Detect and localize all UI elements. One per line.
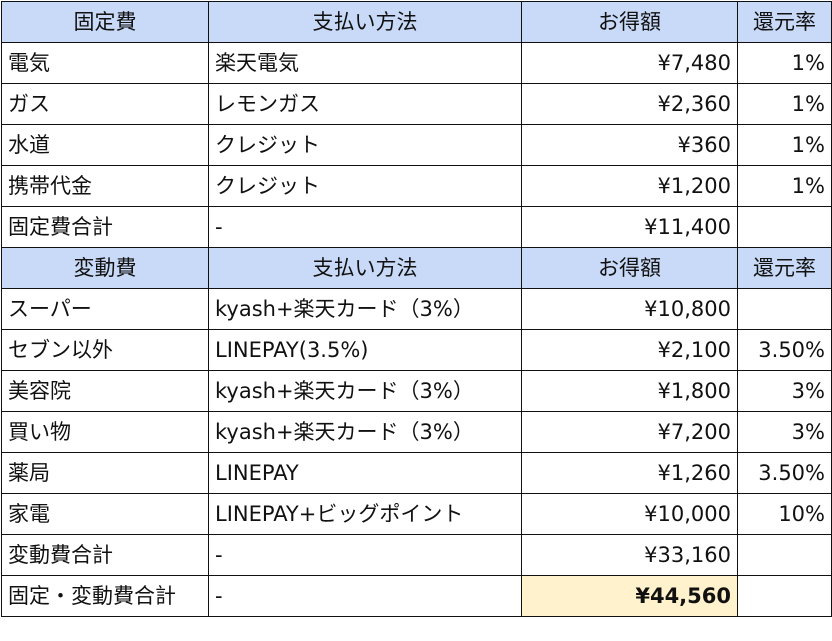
- table-row: 買い物 kyash+楽天カード（3%） ¥7,200 3%: [1, 411, 832, 453]
- cell-rate: [737, 534, 832, 576]
- cell-method: LINEPAY: [208, 452, 522, 494]
- cell-rate: [737, 575, 832, 617]
- cell-method: 楽天電気: [208, 42, 522, 84]
- header-savings: お得額: [521, 247, 738, 289]
- table-row: 美容院 kyash+楽天カード（3%） ¥1,800 3%: [1, 370, 832, 412]
- variable-header-row: 変動費 支払い方法 お得額 還元率: [1, 247, 832, 289]
- table-row: セブン以外 LINEPAY(3.5%) ¥2,100 3.50%: [1, 329, 832, 371]
- cell-savings: ¥1,200: [521, 165, 738, 207]
- cell-category: 電気: [1, 42, 209, 84]
- header-category: 変動費: [1, 247, 209, 289]
- table-row: 薬局 LINEPAY ¥1,260 3.50%: [1, 452, 832, 494]
- cell-savings: ¥1,260: [521, 452, 738, 494]
- cell-rate: [737, 288, 832, 330]
- cell-rate: 3.50%: [737, 452, 832, 494]
- table-row: スーパー kyash+楽天カード（3%） ¥10,800: [1, 288, 832, 330]
- savings-table: 固定費 支払い方法 お得額 還元率 電気 楽天電気 ¥7,480 1% ガス レ…: [1, 1, 832, 617]
- header-method: 支払い方法: [208, 1, 522, 43]
- cell-method: -: [208, 575, 522, 617]
- header-savings: お得額: [521, 1, 738, 43]
- cell-method: kyash+楽天カード（3%）: [208, 370, 522, 412]
- cell-savings: ¥360: [521, 124, 738, 166]
- table-row: 水道 クレジット ¥360 1%: [1, 124, 832, 166]
- cell-category: 固定・変動費合計: [1, 575, 209, 617]
- cell-method: クレジット: [208, 124, 522, 166]
- cell-rate: 3%: [737, 411, 832, 453]
- cell-category: 固定費合計: [1, 206, 209, 248]
- cell-method: kyash+楽天カード（3%）: [208, 288, 522, 330]
- header-rate: 還元率: [737, 247, 832, 289]
- cell-savings: ¥7,200: [521, 411, 738, 453]
- cell-category: ガス: [1, 83, 209, 125]
- cell-category: 水道: [1, 124, 209, 166]
- cell-method: -: [208, 534, 522, 576]
- cell-savings: ¥11,400: [521, 206, 738, 248]
- grand-total-savings: ¥44,560: [521, 575, 738, 617]
- grand-total-row: 固定・変動費合計 - ¥44,560: [1, 575, 832, 617]
- cell-savings: ¥33,160: [521, 534, 738, 576]
- cell-category: 変動費合計: [1, 534, 209, 576]
- table-row: ガス レモンガス ¥2,360 1%: [1, 83, 832, 125]
- cell-savings: ¥10,000: [521, 493, 738, 535]
- cell-category: 家電: [1, 493, 209, 535]
- table-row: 家電 LINEPAY+ビッグポイント ¥10,000 10%: [1, 493, 832, 535]
- fixed-total-row: 固定費合計 - ¥11,400: [1, 206, 832, 248]
- cell-rate: [737, 206, 832, 248]
- table-row: 電気 楽天電気 ¥7,480 1%: [1, 42, 832, 84]
- cell-savings: ¥2,100: [521, 329, 738, 371]
- cell-savings: ¥1,800: [521, 370, 738, 412]
- cell-category: 薬局: [1, 452, 209, 494]
- variable-total-row: 変動費合計 - ¥33,160: [1, 534, 832, 576]
- cell-method: レモンガス: [208, 83, 522, 125]
- header-rate: 還元率: [737, 1, 832, 43]
- cell-rate: 1%: [737, 124, 832, 166]
- fixed-header-row: 固定費 支払い方法 お得額 還元率: [1, 1, 832, 43]
- cell-rate: 3%: [737, 370, 832, 412]
- cell-category: スーパー: [1, 288, 209, 330]
- cell-category: セブン以外: [1, 329, 209, 371]
- cell-method: -: [208, 206, 522, 248]
- cell-method: クレジット: [208, 165, 522, 207]
- cell-rate: 10%: [737, 493, 832, 535]
- cell-savings: ¥10,800: [521, 288, 738, 330]
- cell-category: 美容院: [1, 370, 209, 412]
- cell-method: LINEPAY+ビッグポイント: [208, 493, 522, 535]
- cell-category: 携帯代金: [1, 165, 209, 207]
- cell-rate: 3.50%: [737, 329, 832, 371]
- header-method: 支払い方法: [208, 247, 522, 289]
- cell-method: kyash+楽天カード（3%）: [208, 411, 522, 453]
- cell-savings: ¥7,480: [521, 42, 738, 84]
- table-row: 携帯代金 クレジット ¥1,200 1%: [1, 165, 832, 207]
- cell-rate: 1%: [737, 42, 832, 84]
- cell-rate: 1%: [737, 83, 832, 125]
- cell-category: 買い物: [1, 411, 209, 453]
- header-category: 固定費: [1, 1, 209, 43]
- cell-savings: ¥2,360: [521, 83, 738, 125]
- cell-rate: 1%: [737, 165, 832, 207]
- cell-method: LINEPAY(3.5%): [208, 329, 522, 371]
